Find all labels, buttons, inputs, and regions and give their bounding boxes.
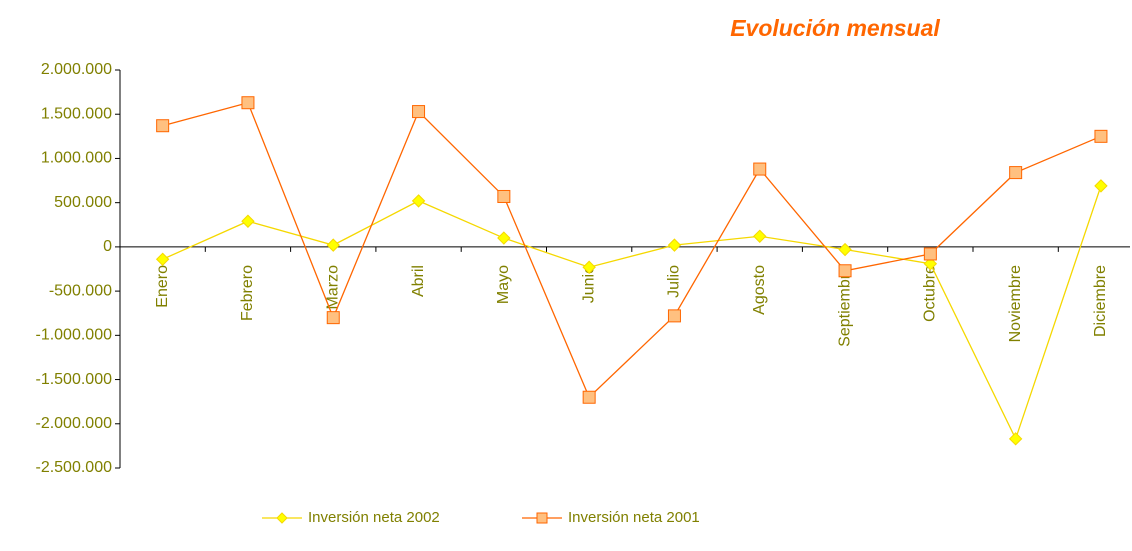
point [326, 238, 340, 252]
y-tick-label: -1.000.000 [35, 327, 112, 344]
y-tick-label: 500.000 [54, 194, 112, 211]
point [497, 189, 511, 203]
point [667, 309, 681, 323]
point [155, 252, 170, 266]
point [1094, 129, 1108, 143]
point [923, 247, 937, 261]
point [411, 194, 426, 208]
y-tick-label: 0 [103, 238, 112, 255]
legend-label: Inversión neta 2002 [308, 509, 440, 526]
point [753, 162, 767, 176]
x-tick-label: Junio [580, 265, 597, 303]
point [326, 311, 340, 325]
series-line [162, 185, 1102, 441]
point [156, 119, 170, 133]
x-tick-label: Marzo [324, 265, 341, 310]
y-tick-label: 1.000.000 [41, 150, 112, 167]
point [241, 214, 255, 228]
point [1094, 179, 1108, 193]
x-tick-label: Septiembre [836, 265, 853, 347]
x-tick-label: Noviembre [1007, 265, 1024, 342]
y-tick-label: 1.500.000 [41, 105, 112, 122]
x-tick-label: Enero [154, 265, 171, 308]
y-tick-label: -2.500.000 [35, 459, 112, 476]
point [753, 229, 767, 243]
y-tick-label: -1.500.000 [35, 371, 112, 388]
point [1009, 166, 1023, 180]
point [497, 231, 511, 245]
x-tick-label: Julio [666, 265, 683, 298]
x-tick-label: Agosto [751, 265, 768, 315]
x-tick-label: Febrero [239, 265, 256, 321]
point [582, 260, 596, 274]
y-tick-label: -2.000.000 [35, 415, 112, 432]
x-tick-label: Mayo [495, 265, 512, 304]
legend-label: Inversión neta 2001 [568, 509, 700, 526]
chart-title: Evolución mensual [730, 15, 940, 41]
point [667, 238, 682, 252]
x-tick-label: Abril [410, 265, 427, 297]
point [241, 96, 255, 110]
point [838, 264, 852, 278]
y-tick-label: -500.000 [49, 282, 112, 299]
series-line [162, 101, 1102, 399]
legend-marker [536, 512, 548, 524]
legend-marker [276, 512, 288, 524]
point [412, 105, 426, 119]
point [923, 256, 938, 271]
point [838, 242, 852, 257]
point [582, 390, 596, 404]
x-tick-label: Diciembre [1092, 265, 1109, 337]
x-tick-label: Octubre [922, 265, 939, 322]
y-tick-label: 2.000.000 [41, 61, 112, 78]
point [1008, 432, 1023, 446]
